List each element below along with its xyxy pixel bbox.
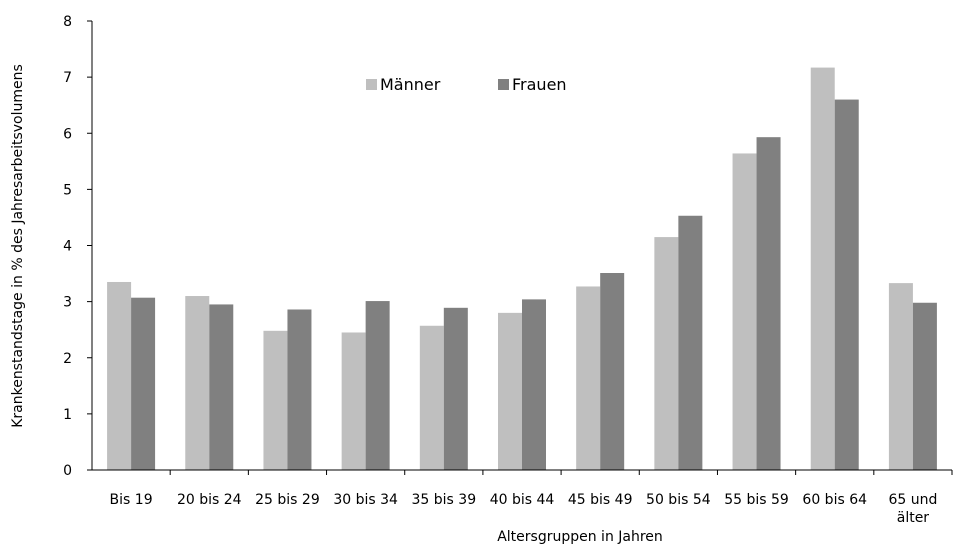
- y-tick-label: 5: [63, 182, 72, 198]
- y-tick-label: 1: [63, 407, 72, 423]
- bar-maenner: [732, 153, 757, 470]
- x-tick-label: 45 bis 49: [568, 492, 633, 508]
- bar-frauen: [522, 299, 546, 470]
- y-tick-label: 4: [63, 239, 72, 255]
- x-tick-label: 65 und: [888, 492, 937, 508]
- bar-maenner: [576, 286, 601, 470]
- bar-frauen: [600, 273, 625, 470]
- x-tick-label: 55 bis 59: [724, 492, 789, 508]
- y-tick-label: 3: [63, 295, 72, 311]
- x-tick-label: 50 bis 54: [646, 492, 711, 508]
- bar-frauen: [443, 307, 468, 470]
- bar-maenner: [498, 312, 522, 470]
- bar-maenner: [341, 332, 366, 470]
- legend-label-maenner: Männer: [380, 75, 441, 94]
- bar-maenner: [107, 281, 132, 470]
- x-tick-label: 25 bis 29: [255, 492, 320, 508]
- legend-label-frauen: Frauen: [512, 75, 567, 94]
- x-tick-label: 30 bis 34: [333, 492, 398, 508]
- y-axis-title: Krankenstandstage in % des Jahresarbeits…: [10, 64, 26, 428]
- x-tick-label: 40 bis 44: [490, 492, 555, 508]
- bar-maenner: [888, 283, 913, 470]
- x-tick-label: älter: [897, 510, 930, 526]
- legend: Männer Frauen: [366, 75, 567, 94]
- y-tick-label: 8: [63, 14, 72, 30]
- x-tick-label: Bis 19: [110, 492, 153, 508]
- y-tick-label: 2: [63, 351, 72, 367]
- bar-maenner: [419, 325, 444, 470]
- y-tick-label: 7: [63, 70, 72, 86]
- x-tick-label: 60 bis 64: [802, 492, 867, 508]
- bar-frauen: [756, 137, 781, 470]
- bar-frauen: [912, 302, 937, 470]
- bar-frauen: [834, 99, 859, 470]
- legend-swatch-frauen: [498, 79, 509, 90]
- bar-frauen: [365, 301, 390, 470]
- bar-maenner: [654, 237, 679, 470]
- bar-maenner: [185, 296, 210, 470]
- tick-labels: 0 1 2 3 4 5 6 7 8 Bis 19 20 bis 24 25 bis 29 30 bis …: [63, 14, 937, 526]
- bars-group: [107, 67, 937, 471]
- y-axis: [87, 20, 93, 471]
- y-tick-label: 6: [63, 126, 72, 142]
- bar-frauen: [209, 304, 234, 470]
- x-axis: [92, 469, 953, 475]
- x-tick-label: 35 bis 39: [412, 492, 477, 508]
- y-tick-label: 0: [63, 463, 72, 479]
- bar-frauen: [287, 309, 312, 470]
- x-tick-label: 20 bis 24: [177, 492, 242, 508]
- bar-frauen: [131, 297, 156, 470]
- x-axis-title: Altersgruppen in Jahren: [497, 529, 663, 545]
- bar-maenner: [263, 330, 288, 470]
- bar-frauen: [678, 215, 703, 470]
- bar-maenner: [810, 67, 835, 471]
- legend-swatch-maenner: [366, 79, 377, 90]
